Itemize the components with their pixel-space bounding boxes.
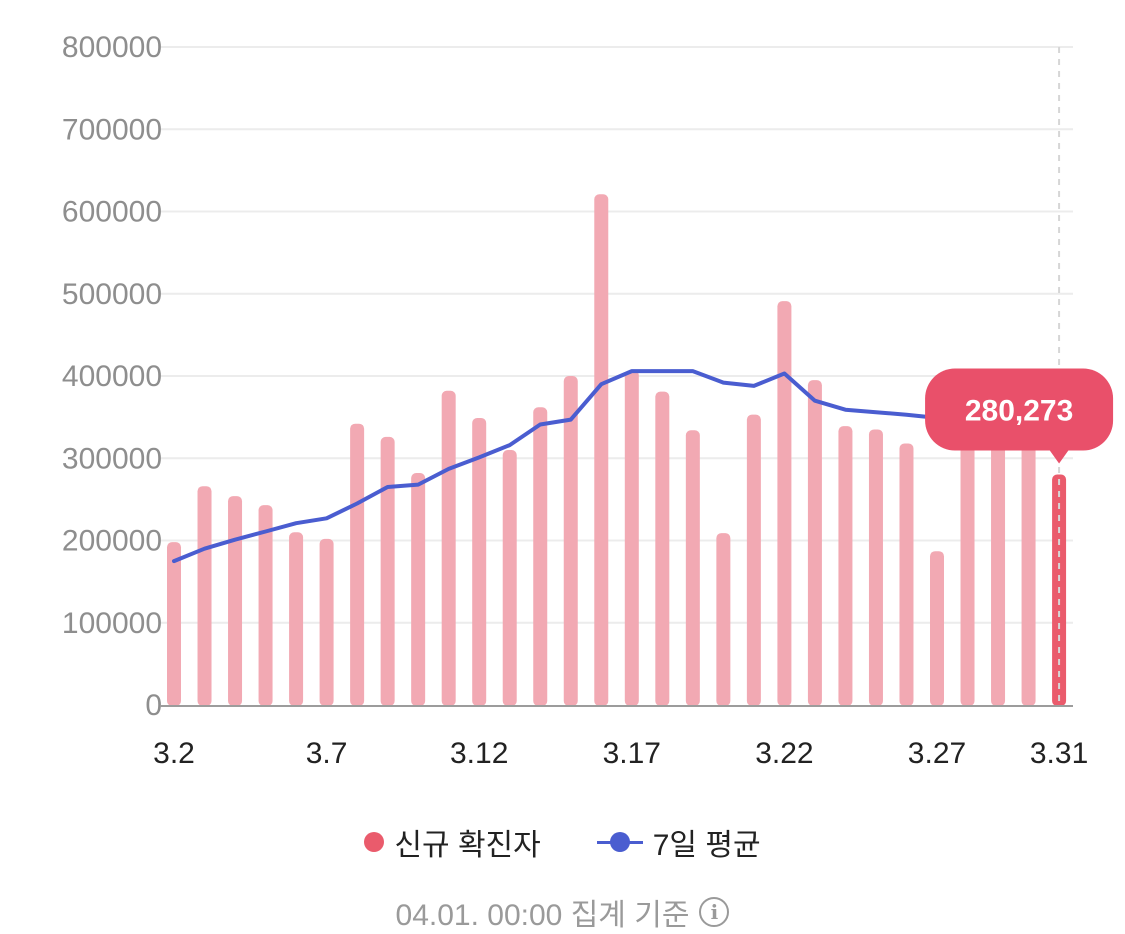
bar — [868, 429, 883, 706]
bar — [1021, 441, 1036, 706]
bar — [838, 426, 853, 706]
bar — [746, 414, 761, 706]
combo-chart: 0 100000 200000 300000 400000 500000 600000 700… — [62, 31, 1114, 770]
legend-dot-icon — [364, 832, 385, 852]
bar — [380, 436, 395, 706]
bar — [228, 496, 243, 706]
y-tick-label: 200000 — [62, 525, 162, 558]
x-tick-label: 3.22 — [755, 737, 813, 770]
y-tick-label: 700000 — [62, 113, 162, 146]
bar — [777, 301, 792, 706]
average-line-series — [172, 369, 1062, 564]
bar — [197, 486, 212, 706]
bar — [899, 443, 914, 706]
bar — [563, 376, 578, 706]
x-tick-label: 3.2 — [153, 737, 195, 770]
y-tick-label: 300000 — [62, 442, 162, 475]
y-tick-label: 800000 — [62, 31, 162, 64]
y-tick-label: 600000 — [62, 196, 162, 229]
legend: 신규 확진자 7일 평균 — [0, 820, 1125, 864]
bar — [655, 391, 670, 706]
y-tick-label: 0 — [145, 689, 162, 722]
x-tick-label: 3.7 — [306, 737, 348, 770]
bar — [167, 542, 181, 706]
legend-label-7day-average: 7일 평균 — [652, 829, 761, 862]
bar — [472, 417, 487, 706]
bar — [258, 505, 273, 706]
bar — [319, 538, 334, 706]
bar — [930, 551, 944, 706]
x-tick-label: 3.12 — [450, 737, 508, 770]
tooltip-value: 280,273 — [965, 394, 1073, 427]
legend-item-new-cases[interactable]: 신규 확진자 — [364, 820, 541, 864]
tooltip: 280,273 — [925, 368, 1114, 464]
bar-series — [167, 194, 1067, 707]
tooltip-pointer — [1049, 449, 1070, 464]
bar — [685, 430, 700, 706]
bar — [991, 438, 1006, 706]
bar — [441, 390, 456, 706]
bar — [411, 473, 426, 706]
tooltip-box — [925, 368, 1114, 451]
aggregation-time-text: 04.01. 00:00 집계 기준 — [395, 899, 690, 932]
x-axis-ticks: 3.2 3.7 3.12 3.17 3.22 3.27 3.31 — [153, 737, 1088, 770]
x-tick-label: 3.17 — [603, 737, 661, 770]
bar — [960, 419, 975, 706]
y-tick-label: 100000 — [62, 607, 162, 640]
x-tick-label: 3.27 — [908, 737, 966, 770]
average-line — [172, 369, 1062, 564]
info-icon[interactable]: i — [699, 897, 730, 927]
y-axis-ticks: 0 100000 200000 300000 400000 500000 600000 700… — [62, 31, 162, 722]
gridlines — [160, 46, 1073, 624]
bar — [533, 407, 548, 706]
bar — [350, 423, 365, 706]
y-tick-label: 500000 — [62, 278, 162, 311]
footer: 04.01. 00:00 집계 기준 i — [0, 890, 1125, 934]
legend-item-7day-average[interactable]: 7일 평균 — [596, 820, 761, 864]
bar — [624, 370, 639, 706]
bar — [807, 380, 822, 706]
x-tick-label: 3.31 — [1030, 737, 1088, 770]
bar — [289, 532, 304, 706]
legend-label-new-cases: 신규 확진자 — [394, 829, 541, 862]
bar — [502, 450, 517, 706]
y-tick-label: 400000 — [62, 360, 162, 393]
bar — [716, 533, 731, 706]
bar — [594, 194, 609, 707]
legend-line-icon — [596, 832, 643, 852]
